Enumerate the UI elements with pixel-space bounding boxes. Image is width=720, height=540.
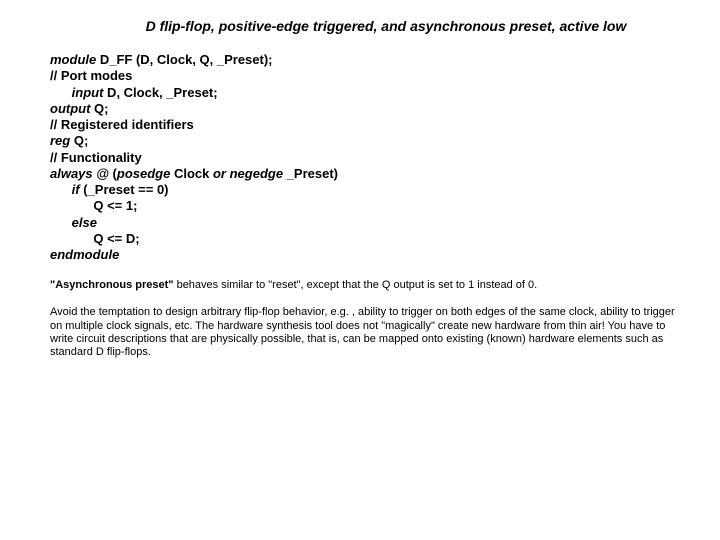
- code-text: _Preset): [283, 166, 338, 181]
- code-block: module D_FF (D, Clock, Q, _Preset); // P…: [50, 52, 682, 263]
- note-1-bold: "Asynchronous preset": [50, 279, 174, 291]
- note-1-text: behaves similar to "reset", except that …: [174, 279, 538, 291]
- code-line-12: Q <= D;: [50, 231, 682, 247]
- code-line-11: else: [50, 215, 682, 231]
- code-line-6: reg Q;: [50, 133, 682, 149]
- keyword-if: if: [50, 182, 80, 197]
- code-line-3: input D, Clock, _Preset;: [50, 85, 682, 101]
- note-1: "Asynchronous preset" behaves similar to…: [50, 279, 682, 292]
- code-line-2: // Port modes: [50, 68, 682, 84]
- keyword-or-negedge: or negedge: [213, 166, 283, 181]
- code-text: (_Preset == 0): [80, 182, 169, 197]
- code-line-5: // Registered identifiers: [50, 117, 682, 133]
- keyword-reg: reg: [50, 133, 70, 148]
- slide-container: D flip-flop, positive-edge triggered, an…: [0, 0, 720, 379]
- keyword-always: always @: [50, 166, 113, 181]
- slide-title: D flip-flop, positive-edge triggered, an…: [50, 18, 682, 34]
- code-line-7: // Functionality: [50, 150, 682, 166]
- code-line-9: if (_Preset == 0): [50, 182, 682, 198]
- code-line-10: Q <= 1;: [50, 198, 682, 214]
- code-text: D, Clock, _Preset;: [103, 85, 217, 100]
- code-text: Clock: [170, 166, 213, 181]
- keyword-module: module: [50, 52, 96, 67]
- code-line-4: output Q;: [50, 101, 682, 117]
- keyword-output: output: [50, 101, 90, 116]
- note-2: Avoid the temptation to design arbitrary…: [50, 306, 682, 359]
- code-line-13: endmodule: [50, 247, 682, 263]
- keyword-posedge: posedge: [117, 166, 170, 181]
- code-line-8: always @ (posedge Clock or negedge _Pres…: [50, 166, 682, 182]
- code-text: Q;: [70, 133, 88, 148]
- code-text: D_FF (D, Clock, Q, _Preset);: [96, 52, 272, 67]
- code-text: Q;: [90, 101, 108, 116]
- code-line-1: module D_FF (D, Clock, Q, _Preset);: [50, 52, 682, 68]
- keyword-input: input: [50, 85, 103, 100]
